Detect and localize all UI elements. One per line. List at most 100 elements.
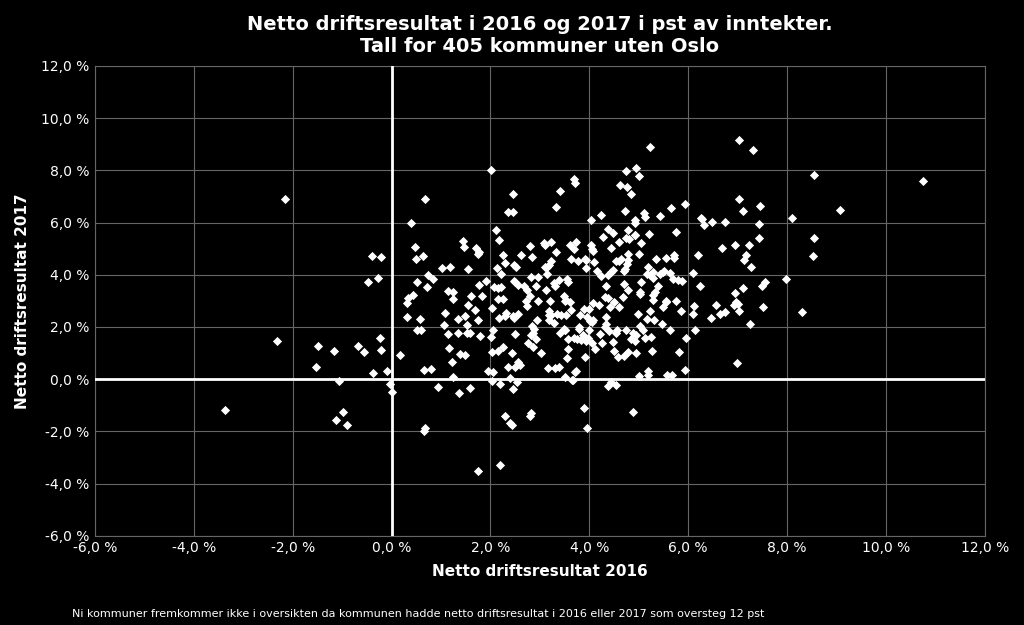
- Point: [627, 215, 643, 225]
- Point: [409, 324, 425, 334]
- Point: [655, 302, 672, 312]
- Point: [581, 325, 597, 335]
- Point: [627, 229, 643, 239]
- Point: [579, 422, 595, 432]
- Point: [452, 349, 468, 359]
- Point: [644, 346, 660, 356]
- Point: [541, 316, 557, 326]
- Point: [217, 404, 233, 414]
- Point: [633, 238, 649, 248]
- Point: [591, 300, 607, 310]
- Point: [594, 338, 610, 348]
- Point: [561, 298, 578, 308]
- Point: [456, 242, 472, 252]
- Point: [444, 287, 461, 297]
- Point: [584, 216, 600, 226]
- Point: [655, 266, 672, 276]
- Point: [534, 348, 550, 358]
- Point: [728, 297, 744, 307]
- Point: [663, 268, 679, 278]
- Point: [646, 315, 663, 325]
- Point: [608, 328, 625, 338]
- Point: [484, 325, 501, 335]
- Point: [467, 305, 483, 315]
- Point: [502, 373, 518, 383]
- Point: [524, 342, 541, 352]
- Point: [507, 362, 523, 372]
- Point: [409, 277, 425, 287]
- Point: [581, 304, 597, 314]
- Point: [689, 250, 706, 260]
- Point: [666, 253, 682, 263]
- Point: [506, 259, 522, 269]
- Point: [731, 306, 748, 316]
- Point: [646, 287, 663, 297]
- Point: [557, 296, 573, 306]
- Point: [600, 270, 616, 280]
- Point: [529, 315, 546, 325]
- Point: [495, 342, 511, 352]
- Point: [730, 299, 746, 309]
- Point: [607, 381, 624, 391]
- Point: [578, 255, 594, 265]
- Point: [349, 341, 366, 351]
- Point: [610, 302, 627, 312]
- Point: [457, 311, 473, 321]
- Point: [632, 321, 648, 331]
- Point: [598, 312, 614, 322]
- Point: [640, 366, 656, 376]
- Point: [566, 244, 583, 254]
- Point: [356, 347, 373, 357]
- X-axis label: Netto driftsresultat 2016: Netto driftsresultat 2016: [432, 564, 648, 579]
- Point: [501, 207, 517, 217]
- Point: [399, 292, 416, 302]
- Point: [440, 329, 457, 339]
- Point: [327, 346, 343, 356]
- Title: Netto driftsresultat i 2016 og 2017 i pst av inntekter.
Tall for 405 kommuner ut: Netto driftsresultat i 2016 og 2017 i ps…: [247, 15, 833, 56]
- Point: [755, 302, 771, 312]
- Point: [584, 317, 600, 327]
- Point: [602, 302, 618, 312]
- Point: [668, 296, 684, 306]
- Point: [546, 278, 562, 288]
- Point: [598, 319, 614, 329]
- Point: [547, 363, 563, 373]
- Point: [495, 294, 511, 304]
- Point: [595, 232, 611, 242]
- Point: [507, 278, 523, 288]
- Point: [335, 407, 351, 417]
- Point: [366, 368, 382, 378]
- Point: [600, 293, 616, 303]
- Point: [631, 171, 647, 181]
- Point: [434, 262, 451, 272]
- Point: [678, 333, 694, 343]
- Point: [703, 313, 720, 323]
- Point: [613, 254, 630, 264]
- Point: [636, 208, 652, 218]
- Point: [495, 250, 511, 260]
- Point: [506, 276, 522, 286]
- Point: [371, 272, 387, 282]
- Point: [751, 233, 767, 243]
- Point: [567, 366, 584, 376]
- Point: [677, 365, 693, 375]
- Point: [741, 240, 758, 250]
- Point: [729, 358, 745, 368]
- Point: [450, 314, 466, 324]
- Point: [493, 282, 509, 292]
- Point: [644, 295, 660, 305]
- Point: [552, 186, 568, 196]
- Point: [620, 347, 636, 357]
- Point: [525, 328, 542, 338]
- Point: [519, 338, 536, 348]
- Point: [440, 286, 457, 296]
- Point: [673, 306, 689, 316]
- Point: [548, 247, 564, 257]
- Point: [416, 365, 432, 375]
- Point: [606, 346, 623, 356]
- Point: [547, 281, 563, 291]
- Point: [584, 244, 600, 254]
- Point: [470, 247, 486, 257]
- Point: [657, 253, 674, 263]
- Point: [738, 249, 755, 259]
